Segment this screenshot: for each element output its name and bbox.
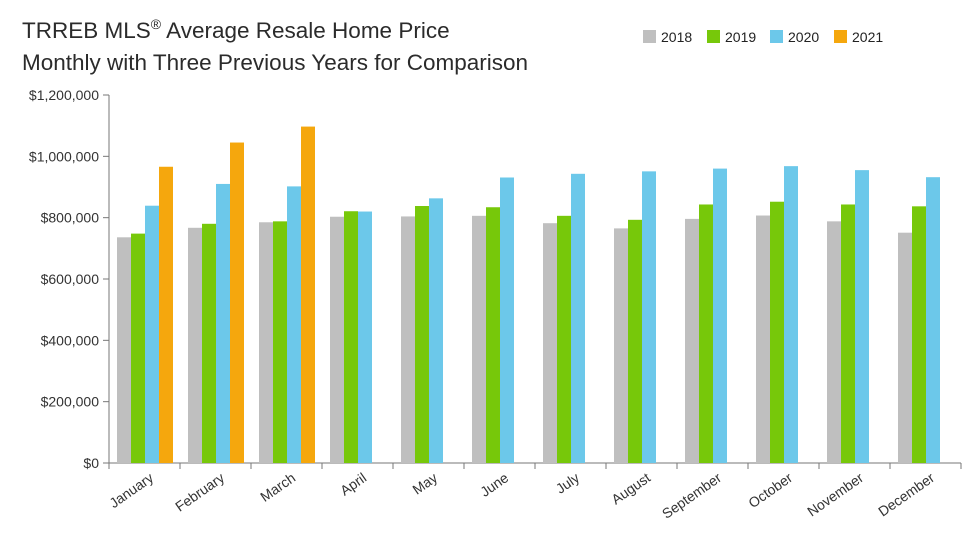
y-tick-label: $0	[83, 455, 99, 471]
legend-swatch-2021	[834, 30, 847, 43]
bar-2019-april	[344, 211, 358, 463]
bar-2019-november	[841, 204, 855, 464]
x-category-label: November	[804, 469, 866, 519]
bar-2018-september	[685, 218, 699, 463]
legend-swatch-2018	[643, 30, 656, 43]
x-category-label: June	[477, 469, 511, 500]
y-tick-label: $400,000	[41, 332, 100, 348]
bar-2020-april	[358, 211, 372, 463]
legend-label-2018: 2018	[661, 29, 692, 45]
x-axis: January February March April May June July Augu…	[106, 462, 962, 522]
x-category-label: August	[608, 469, 653, 507]
bar-2018-july	[543, 223, 557, 463]
bar-2018-march	[259, 222, 273, 463]
x-category-label: July	[553, 469, 583, 496]
legend-swatch-2020	[770, 30, 783, 43]
y-tick-label: $1,000,000	[29, 148, 99, 164]
bar-2020-november	[855, 170, 869, 463]
x-category-label: January	[106, 469, 156, 511]
bar-2020-january	[145, 205, 159, 463]
bar-2019-may	[415, 206, 429, 463]
bar-2020-august	[642, 171, 656, 464]
bar-2018-june	[472, 215, 486, 463]
bar-2018-december	[898, 232, 912, 463]
bar-2020-may	[429, 198, 443, 463]
bar-2018-august	[614, 228, 628, 463]
legend-label-2021: 2021	[852, 29, 883, 45]
legend: 2018 2019 2020 2021	[643, 29, 883, 45]
bar-2018-february	[188, 227, 202, 463]
bar-2019-february	[202, 223, 216, 463]
x-category-label: April	[337, 469, 369, 498]
bar-2019-august	[628, 219, 642, 463]
y-tick-label: $200,000	[41, 394, 100, 410]
chart-title-suffix: Average Resale Home Price	[161, 18, 449, 43]
bar-2020-september	[713, 168, 727, 463]
bar-2020-june	[500, 177, 514, 463]
bars	[117, 126, 940, 464]
bar-2020-march	[287, 186, 301, 464]
chart-title-prefix: TRREB MLS	[22, 18, 151, 43]
y-tick-label: $800,000	[41, 210, 100, 226]
bar-2018-november	[827, 221, 841, 463]
bar-2019-march	[273, 221, 287, 463]
bar-2019-december	[912, 206, 926, 463]
x-category-label: September	[659, 469, 725, 522]
legend-label-2019: 2019	[725, 29, 756, 45]
y-axis: $0 $200,000 $400,000 $600,000 $800,000 $1,000…	[29, 87, 110, 471]
bar-2021-march	[301, 126, 315, 463]
x-category-label: May	[409, 469, 440, 497]
bar-2019-september	[699, 204, 713, 464]
bar-2019-october	[770, 201, 784, 463]
bar-2018-january	[117, 237, 131, 463]
bar-2021-february	[230, 142, 244, 464]
registered-mark: ®	[151, 16, 162, 32]
x-category-label: December	[875, 469, 937, 519]
bar-2020-december	[926, 177, 940, 464]
bar-2019-january	[131, 233, 145, 463]
bar-2020-february	[216, 183, 230, 463]
bar-2020-october	[784, 166, 798, 463]
bar-2021-january	[159, 166, 173, 463]
legend-swatch-2019	[707, 30, 720, 43]
bar-2019-june	[486, 207, 500, 463]
bar-2018-april	[330, 216, 344, 463]
chart-subtitle: Monthly with Three Previous Years for Co…	[22, 50, 528, 75]
y-tick-label: $600,000	[41, 271, 100, 287]
chart-title-line-1: TRREB MLS® Average Resale Home Price	[22, 16, 450, 43]
bar-2019-july	[557, 215, 571, 463]
legend-label-2020: 2020	[788, 29, 819, 45]
x-category-label: March	[257, 469, 298, 504]
bar-2018-october	[756, 215, 770, 463]
x-category-label: October	[745, 469, 795, 511]
bar-2018-may	[401, 216, 415, 463]
y-tick-label: $1,200,000	[29, 87, 99, 103]
x-category-label: February	[172, 469, 227, 514]
bar-2020-july	[571, 173, 585, 463]
